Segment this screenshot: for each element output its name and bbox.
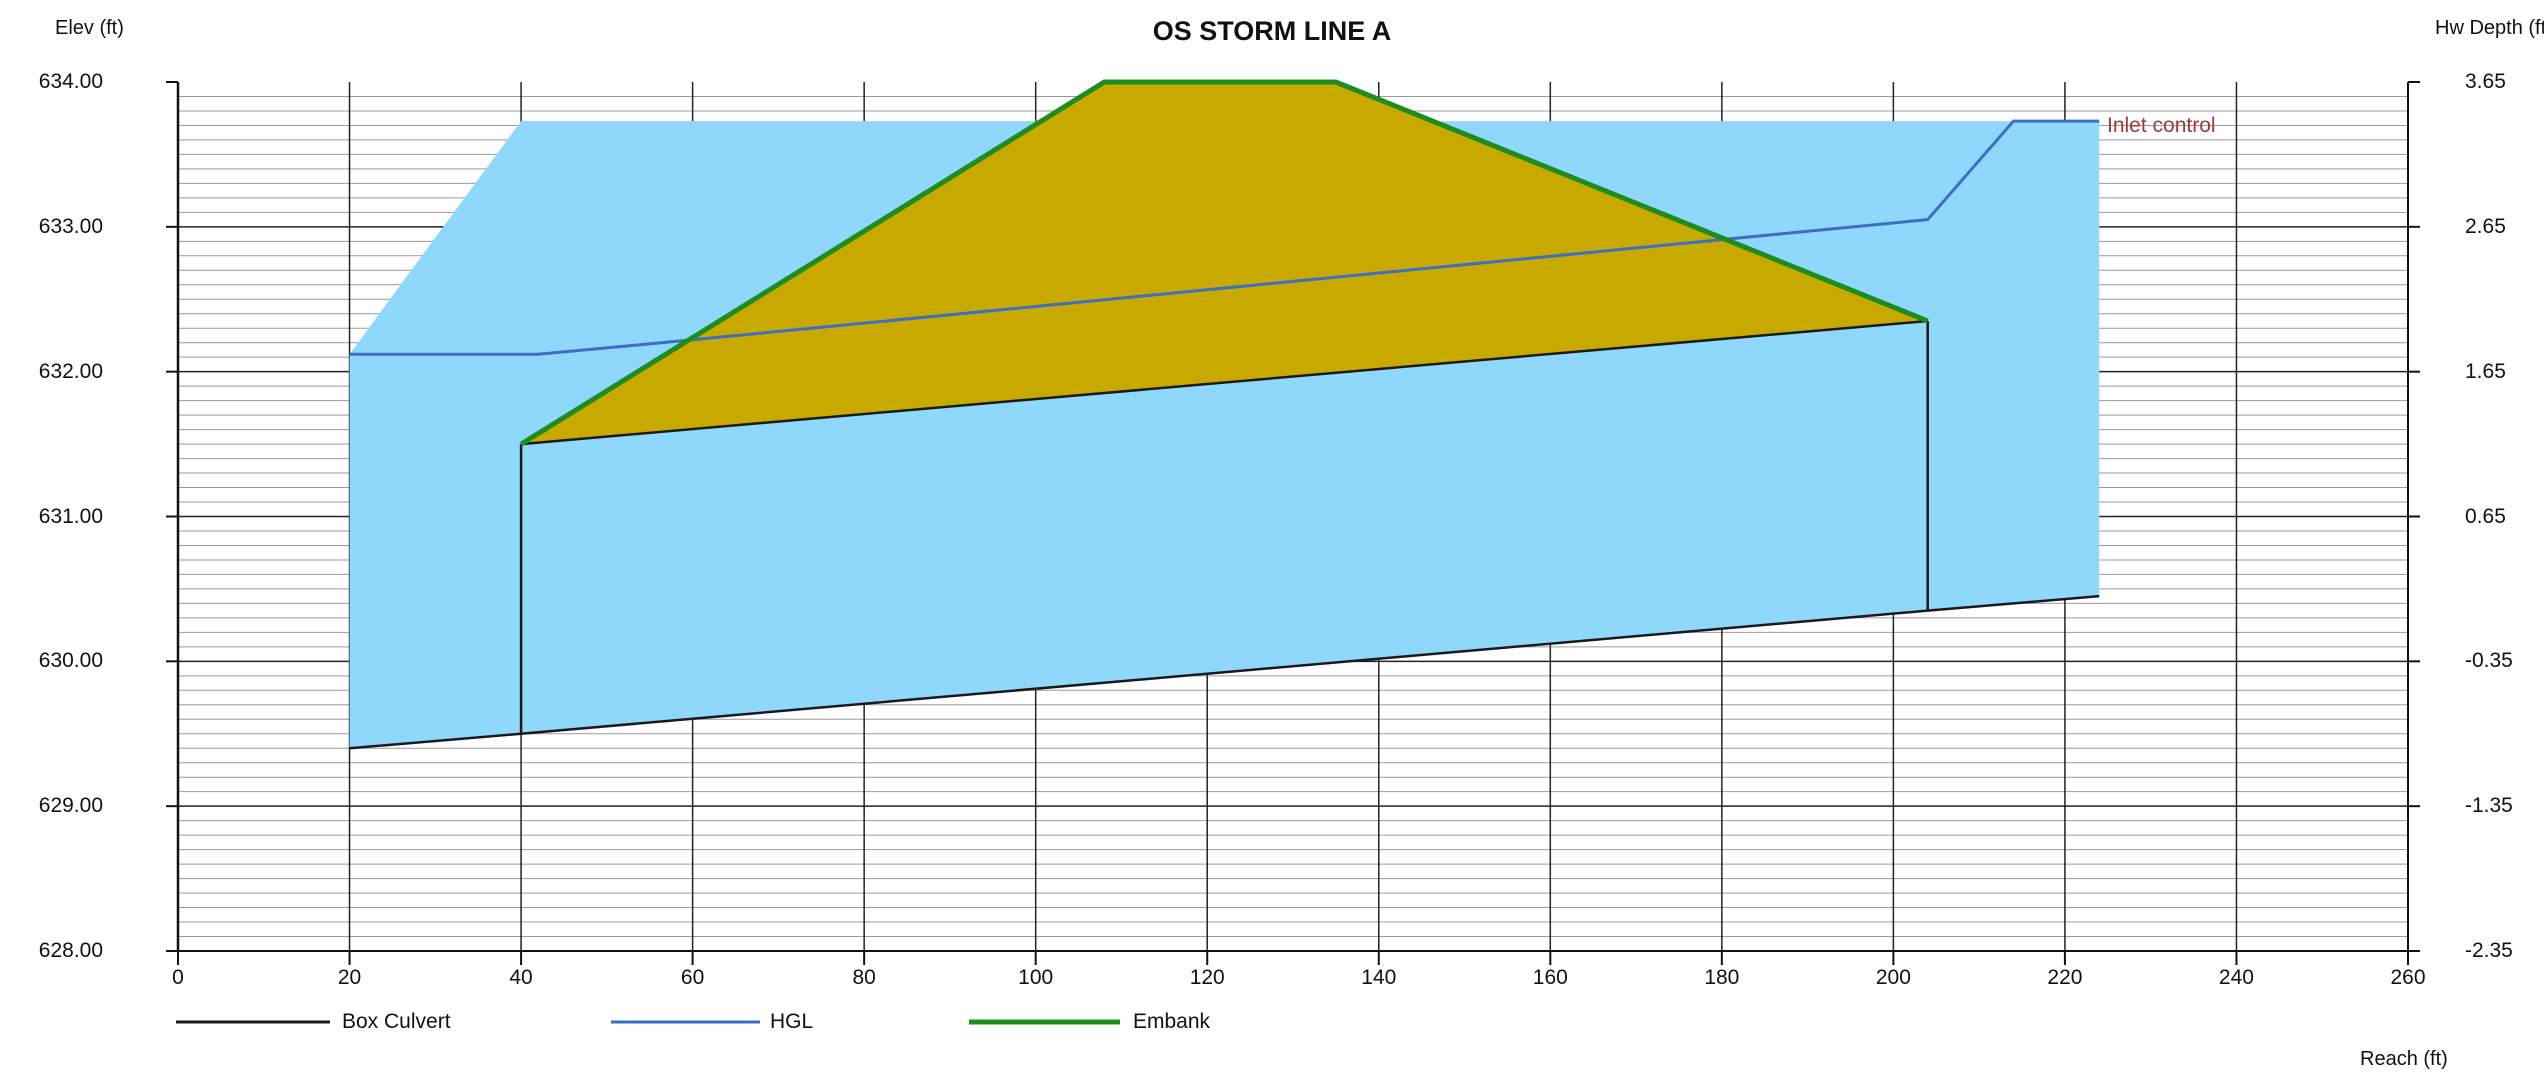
embank-line <box>519 79 1929 447</box>
y-right-tick-label: -2.35 <box>2465 939 2513 962</box>
y-right-tick-label: 1.65 <box>2465 359 2506 383</box>
x-tick-label: 140 <box>1361 966 1397 989</box>
legend-label-box-culvert: Box Culvert <box>342 1010 451 1033</box>
x-tick-label: 200 <box>1875 966 1911 989</box>
y-left-tick-label: 630.00 <box>38 649 103 673</box>
x-tick-label: 100 <box>1018 966 1054 989</box>
x-tick-label: 220 <box>2047 966 2083 989</box>
y-right-tick-label: 2.65 <box>2465 214 2506 238</box>
x-tick-label: 120 <box>1189 966 1225 989</box>
y-left-tick-label: 631.00 <box>38 504 103 528</box>
chart-ticks <box>166 81 2420 1025</box>
legend-label-hgl: HGL <box>770 1010 814 1033</box>
y-axis-right-label: Hw Depth (ft) <box>2435 17 2544 39</box>
chart-areas <box>349 82 2100 749</box>
y-right-tick-label: -1.35 <box>2465 794 2513 818</box>
chart-series-lines <box>349 79 2100 750</box>
y-left-tick-label: 628.00 <box>38 939 103 962</box>
y-left-tick-label: 632.00 <box>38 359 103 383</box>
annotation-inlet-control: Inlet control <box>2107 114 2216 137</box>
x-tick-label: 20 <box>337 966 362 989</box>
x-axis-label: Reach (ft) <box>2360 1048 2448 1070</box>
y-right-tick-label: -0.35 <box>2465 649 2513 673</box>
x-tick-label: 160 <box>1532 966 1568 989</box>
x-tick-label: 40 <box>509 966 533 989</box>
embankment-area <box>521 82 1928 445</box>
y-right-tick-label: 3.65 <box>2465 70 2506 93</box>
y-right-tick-label: 0.65 <box>2465 504 2506 528</box>
x-tick-label: 240 <box>2218 966 2254 989</box>
box-culvert-invert-line <box>349 594 2100 750</box>
y-left-tick-label: 634.00 <box>38 70 103 93</box>
y-left-tick-label: 629.00 <box>38 794 103 818</box>
y-axis-left-label: Elev (ft) <box>55 17 124 39</box>
y-left-tick-label: 633.00 <box>38 214 103 238</box>
x-tick-label: 80 <box>852 966 876 989</box>
x-tick-label: 180 <box>1704 966 1740 989</box>
x-tick-label: 60 <box>680 966 705 989</box>
x-tick-label: 260 <box>2390 966 2426 989</box>
hgl-line <box>349 119 2100 356</box>
chart-title: OS STORM LINE A <box>1152 16 1392 46</box>
legend-label-embank: Embank <box>1133 1010 1211 1033</box>
x-tick-label: 0 <box>172 966 184 989</box>
box-culvert-crown-line <box>520 319 1928 446</box>
